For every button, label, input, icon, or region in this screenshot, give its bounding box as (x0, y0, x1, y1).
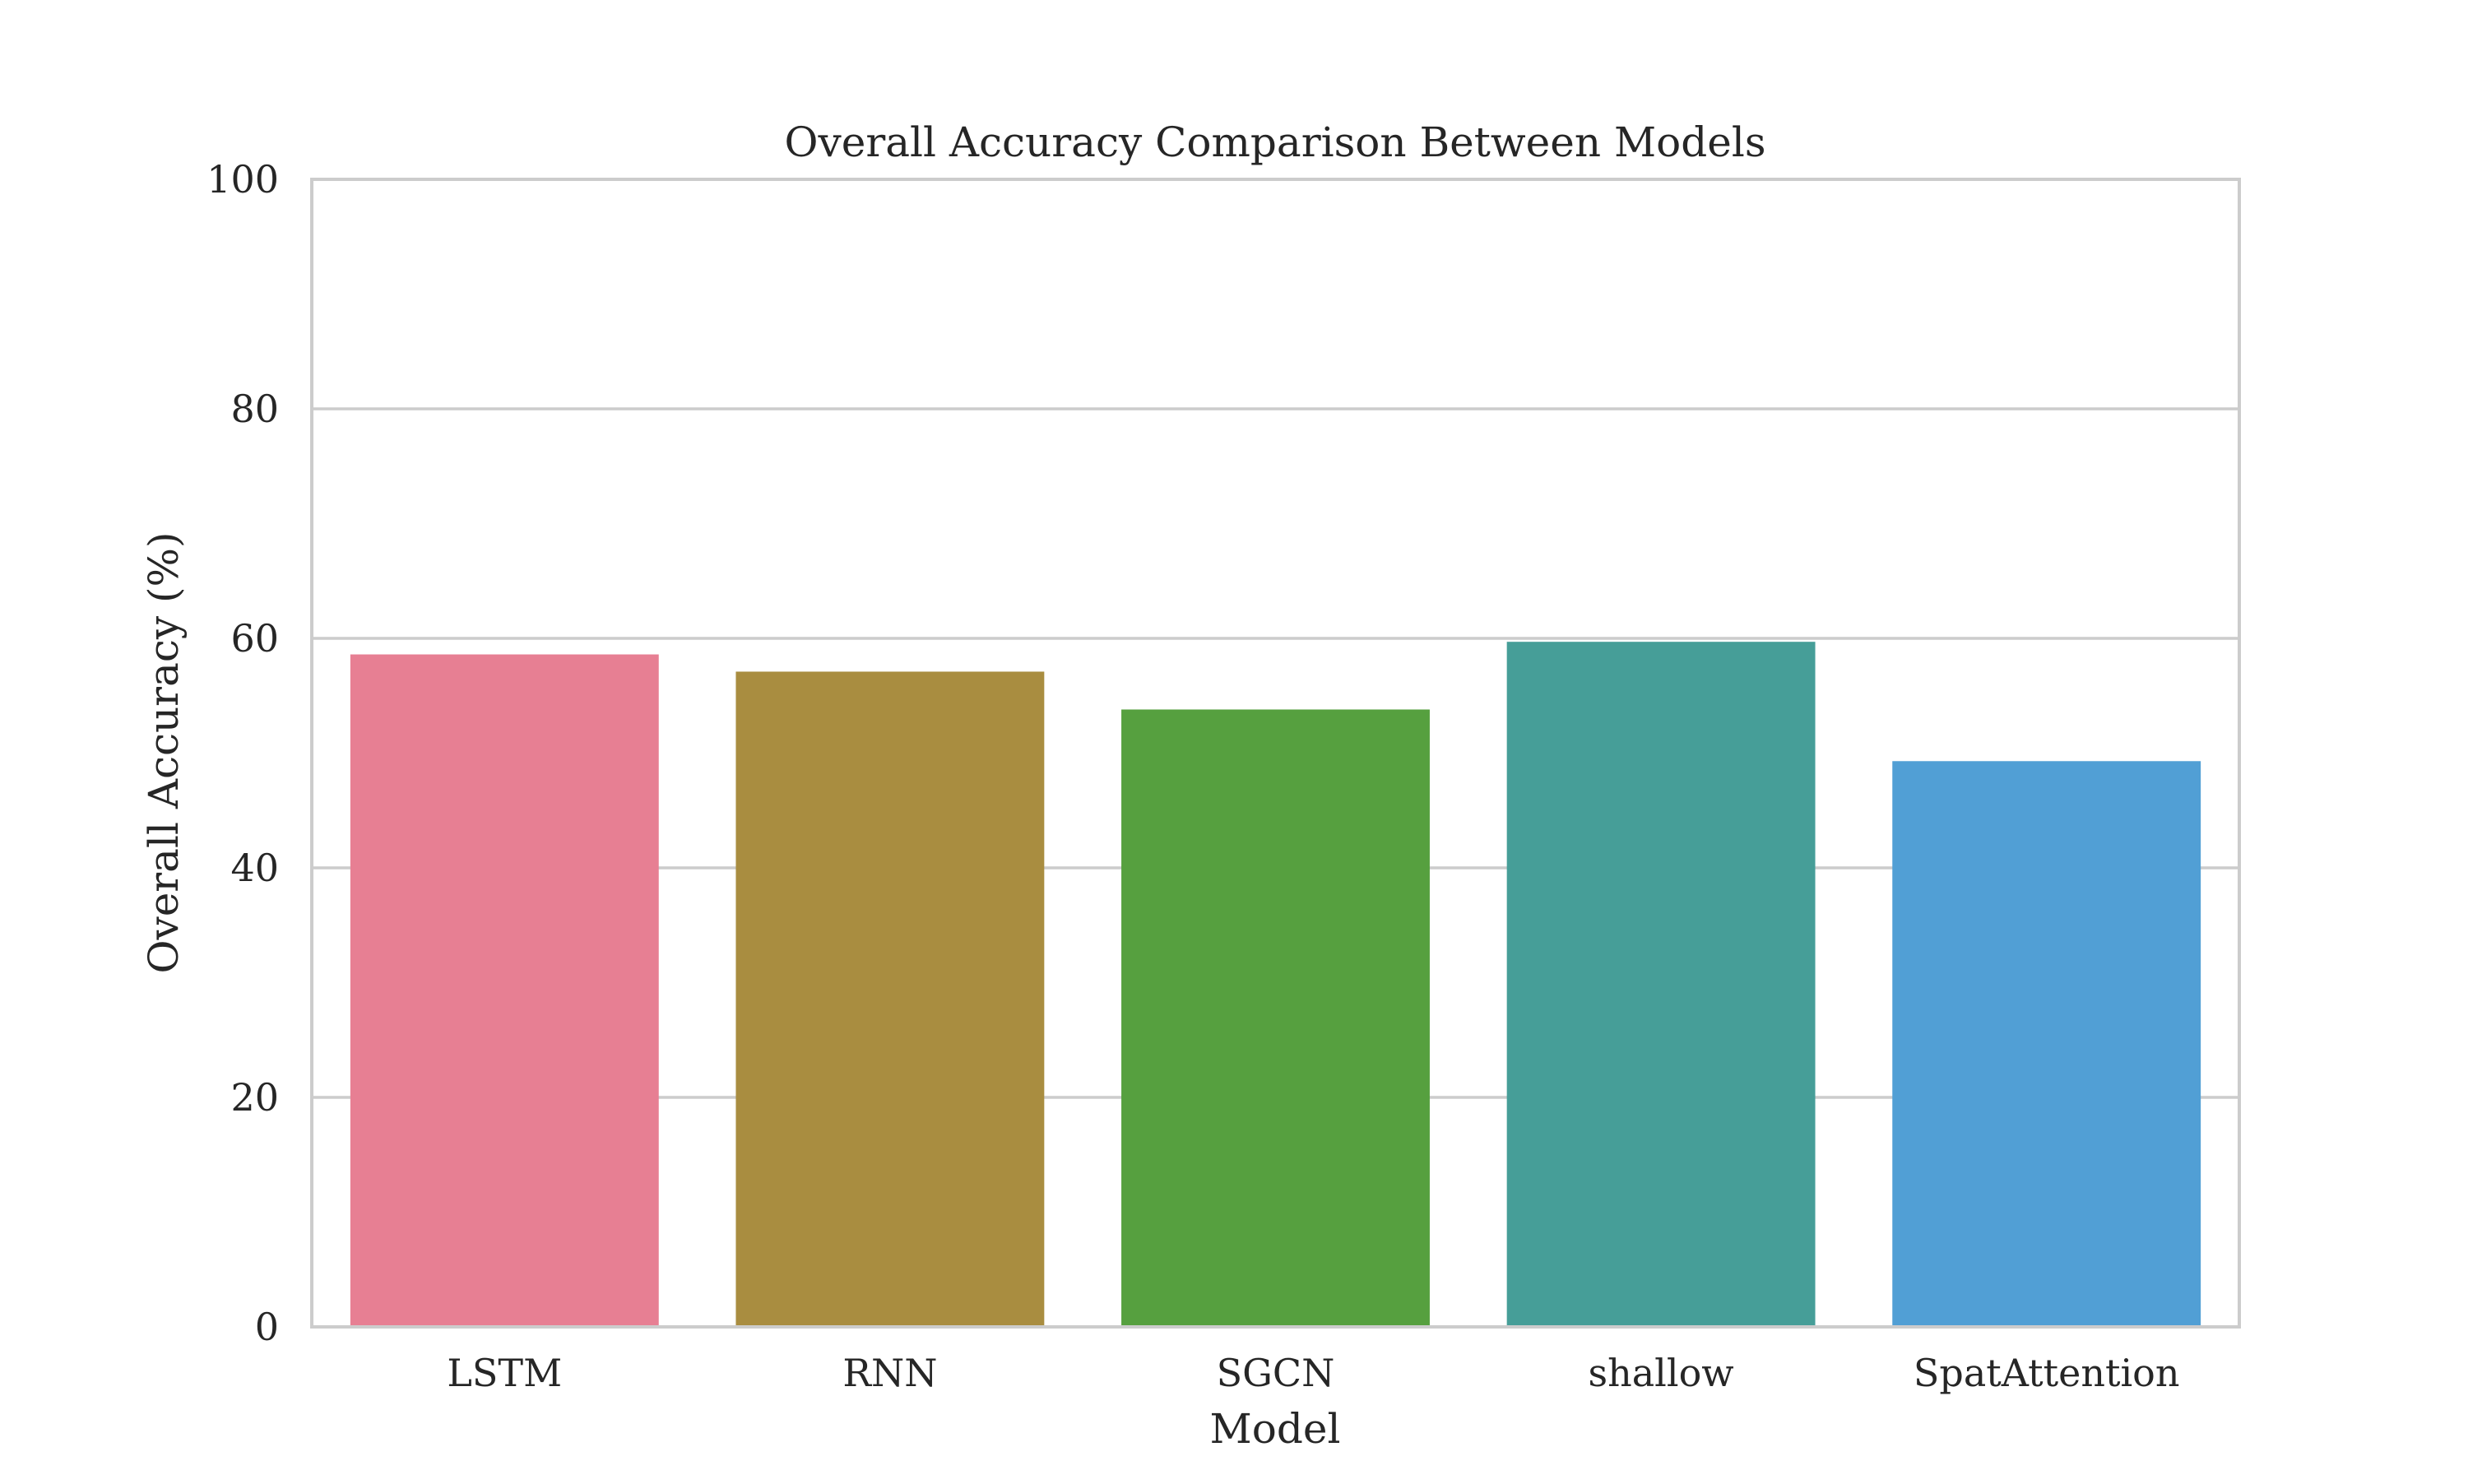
x-tick-label: LSTM (447, 1351, 562, 1395)
bar-sgcn (1121, 709, 1430, 1327)
y-tick-label: 0 (255, 1305, 279, 1349)
y-axis-ticks: 0 20 40 60 80 100 (206, 157, 279, 1349)
bar-series (350, 642, 2201, 1327)
y-tick-label: 80 (230, 387, 279, 431)
bar-spatattention (1892, 761, 2201, 1327)
plot-frame (310, 178, 2241, 1329)
y-tick-label: 100 (206, 157, 279, 202)
y-tick-label: 20 (230, 1075, 279, 1120)
bar-lstm (350, 654, 659, 1327)
bar-rnn (735, 671, 1045, 1327)
bar-shallow (1506, 642, 1816, 1327)
x-tick-label: SGCN (1217, 1351, 1335, 1395)
chart-title: Overall Accuracy Comparison Between Mode… (785, 118, 1766, 166)
y-axis-label: Overall Accuracy (%) (140, 531, 188, 973)
x-tick-label: SpatAttention (1914, 1351, 2180, 1395)
x-axis-ticks: LSTM RNN SGCN shallow SpatAttention (447, 1351, 2179, 1395)
x-tick-label: RNN (842, 1351, 937, 1395)
x-axis-label: Model (1210, 1405, 1341, 1453)
x-tick-label: shallow (1589, 1351, 1734, 1395)
y-tick-label: 40 (230, 846, 279, 890)
y-tick-label: 60 (230, 616, 279, 661)
